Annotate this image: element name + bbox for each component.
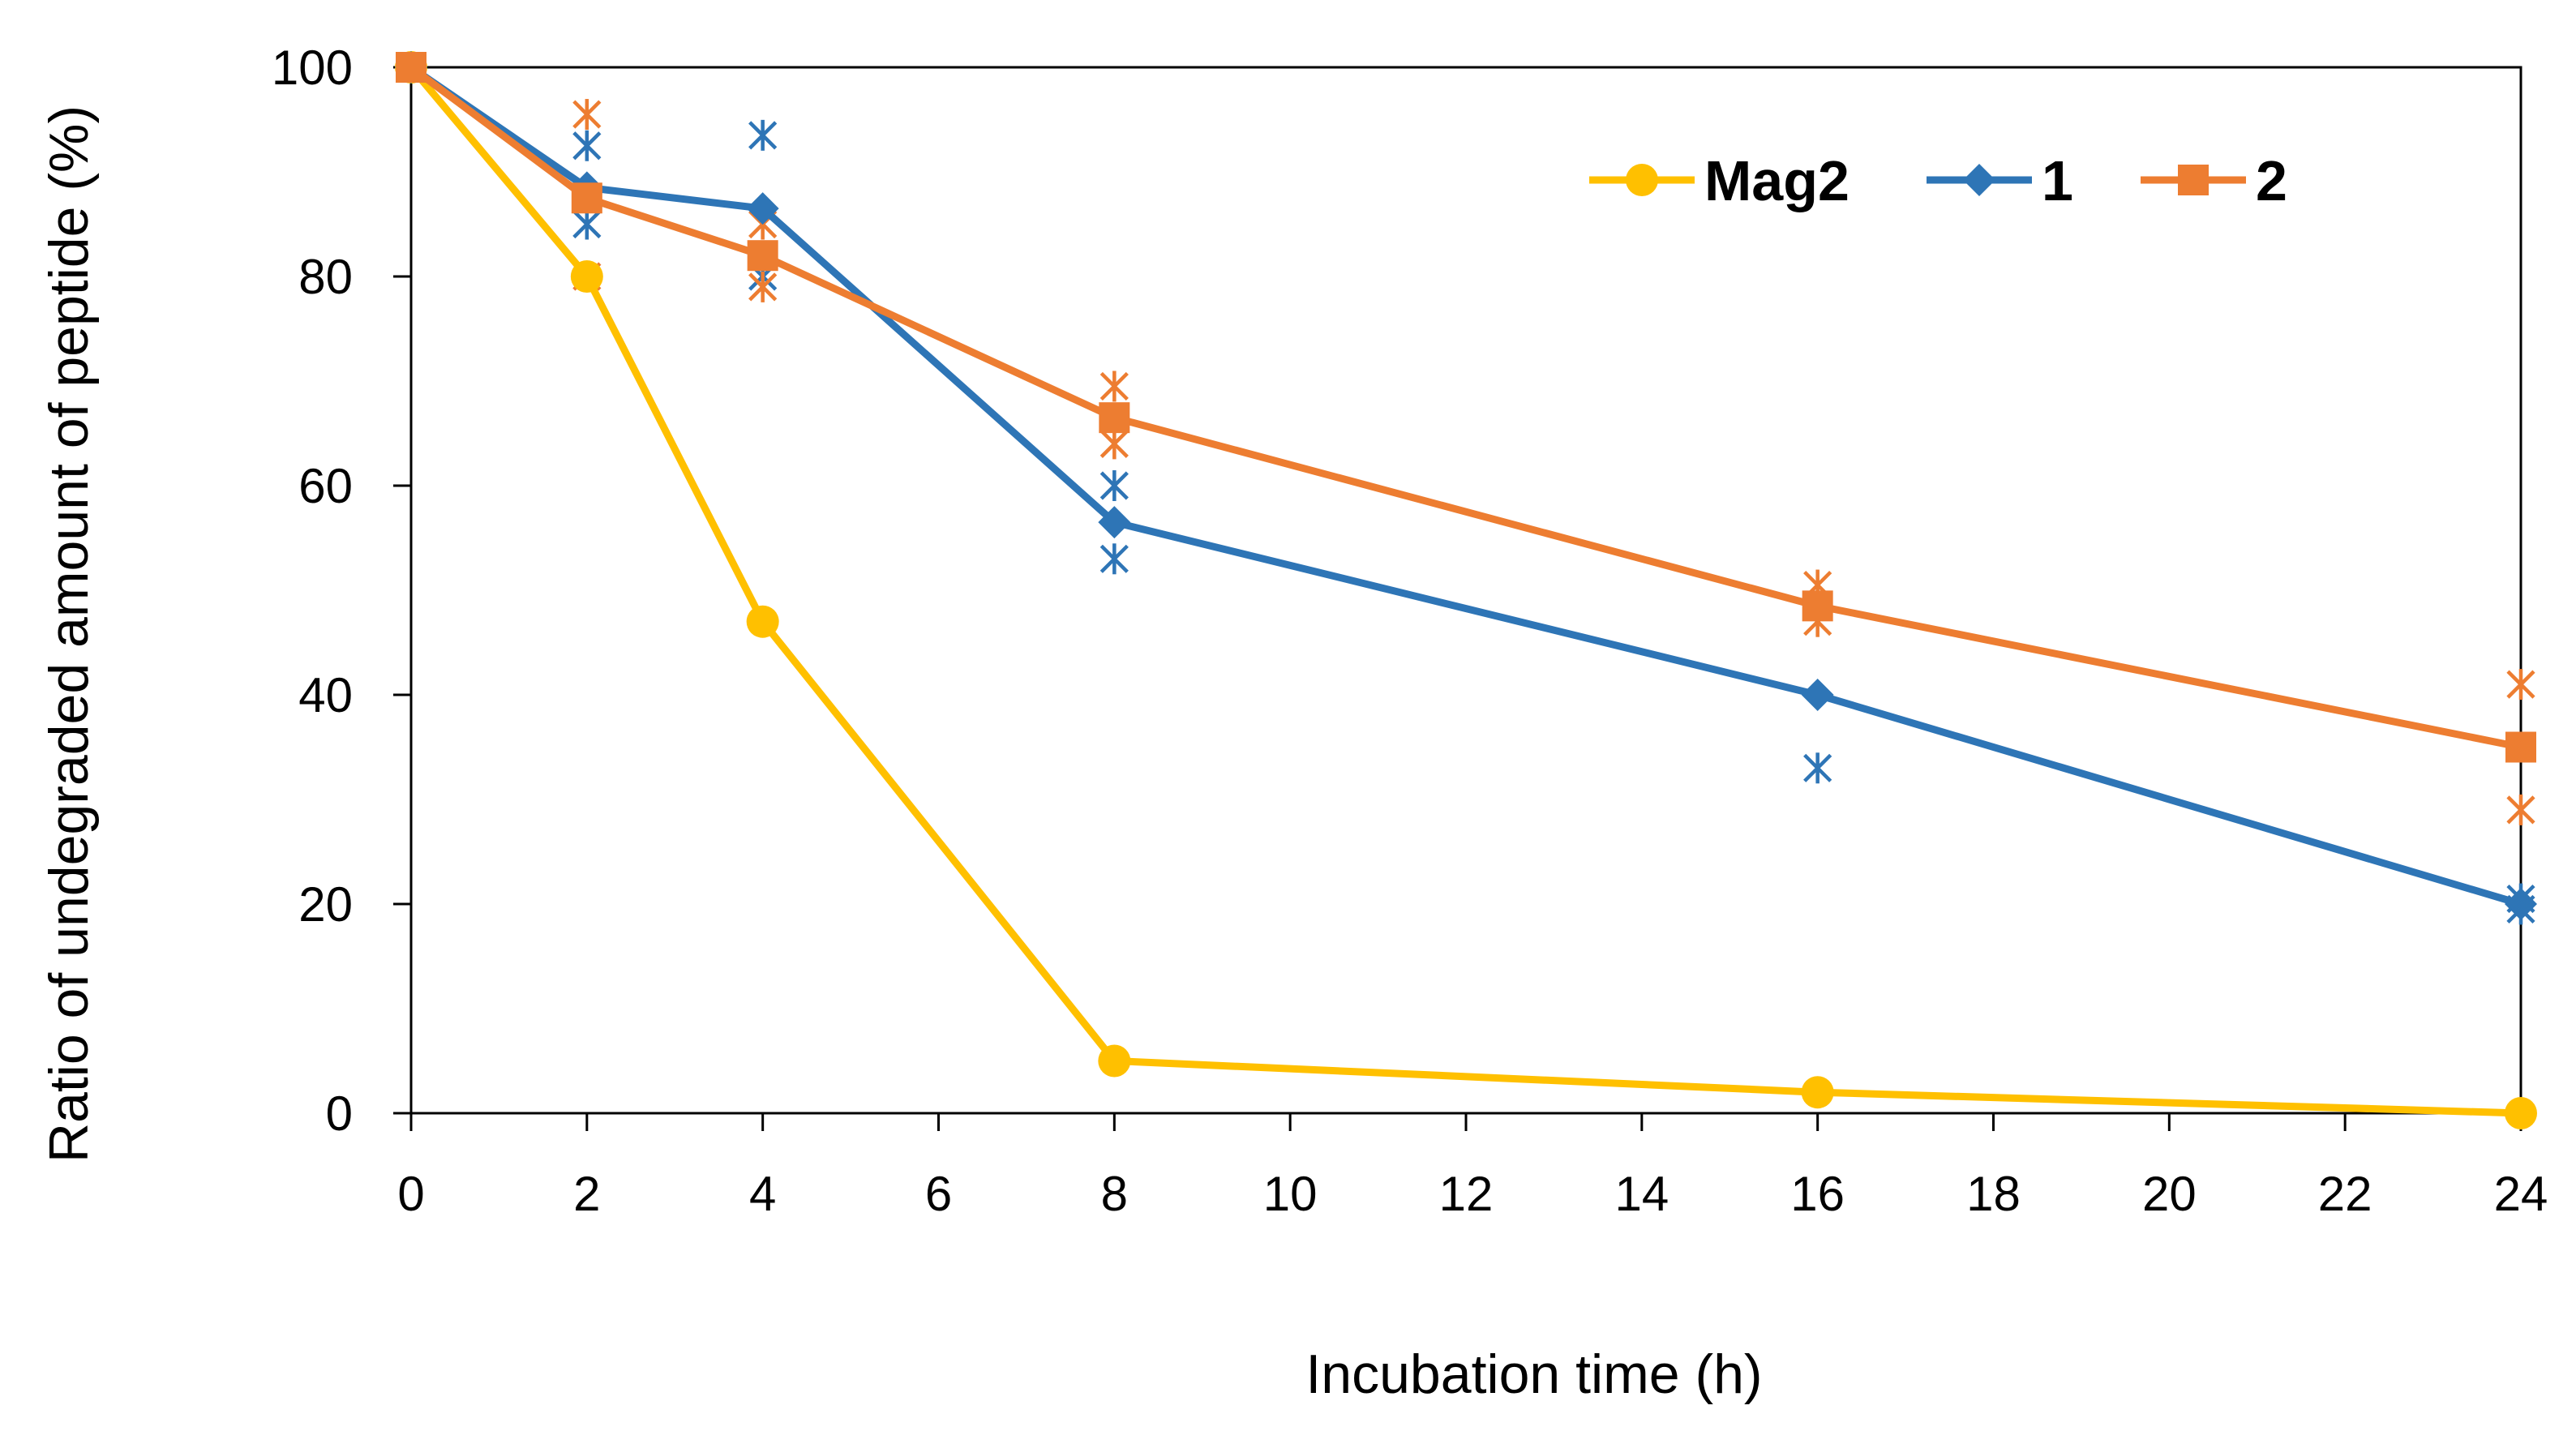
replicate-point-series-1 [1099, 543, 1129, 575]
legend-item-mag2: Mag2 [1589, 149, 1849, 212]
y-tick-label: 20 [298, 877, 353, 932]
data-point-2 [1099, 402, 1130, 434]
x-tick-label: 20 [2142, 1167, 2197, 1221]
replicate-point-series-1 [748, 119, 778, 151]
replicate-point-series-2 [2506, 794, 2535, 825]
data-point-2 [396, 52, 426, 83]
y-tick-label: 60 [298, 459, 353, 513]
series-mag2 [395, 51, 2537, 1129]
replicate-point-series-1 [572, 130, 602, 161]
data-point-1 [1801, 679, 1834, 711]
data-point-1 [1098, 506, 1131, 539]
x-tick-label: 0 [397, 1167, 424, 1221]
legend-label: 1 [2042, 149, 2073, 212]
x-tick-label: 2 [573, 1167, 600, 1221]
x-axis-title: Incubation time (h) [1305, 1343, 1762, 1405]
x-tick-label: 14 [1614, 1167, 1669, 1221]
legend-item-1: 1 [1927, 149, 2073, 212]
data-point-1 [746, 192, 779, 225]
replicate-point-series-1 [1099, 470, 1129, 501]
series-line-mag2 [407, 63, 2525, 1117]
series-layer [395, 51, 2537, 1129]
y-tick-label: 0 [326, 1086, 353, 1141]
x-tick-label: 6 [925, 1167, 952, 1221]
legend-label: 2 [2256, 149, 2287, 212]
legend-swatch-marker [1626, 164, 1658, 196]
legend: Mag2 1 2 [1589, 149, 2287, 212]
legend-item-2: 2 [2141, 149, 2287, 212]
replicate-point-series-2 [1099, 428, 1129, 460]
data-point-mag2 [570, 260, 603, 293]
series-line-2 [407, 63, 2525, 751]
data-point-mag2 [746, 605, 779, 638]
y-tick-label: 40 [298, 668, 353, 722]
x-tick-label: 10 [1263, 1167, 1318, 1221]
data-point-mag2 [1801, 1076, 1834, 1109]
replicate-point-series-2 [572, 99, 602, 131]
series-line-1 [407, 63, 2525, 908]
data-point-2 [2505, 731, 2536, 763]
data-point-mag2 [2505, 1097, 2537, 1129]
legend-swatch-marker [2178, 165, 2209, 195]
data-point-2 [1802, 590, 1833, 622]
y-tick-label: 100 [272, 41, 353, 95]
replicate-point-series-2 [2506, 669, 2535, 701]
replicate-point-series-1 [1803, 752, 1832, 784]
x-tick-label: 12 [1439, 1167, 1494, 1221]
x-tick-label: 22 [2318, 1167, 2372, 1221]
y-tick-label: 80 [298, 250, 353, 304]
x-tick-label: 18 [1966, 1167, 2021, 1221]
x-tick-label: 4 [749, 1167, 776, 1221]
x-tick-label: 24 [2494, 1167, 2548, 1221]
series-2 [396, 52, 2536, 763]
data-point-2 [571, 182, 602, 214]
replicate-point-series-1 [572, 208, 602, 240]
replicate-point-series-2 [1099, 371, 1129, 402]
data-point-1 [2505, 888, 2537, 920]
replicate-point-series-2 [748, 271, 778, 302]
legend-label: Mag2 [1704, 149, 1849, 212]
legend-swatch-marker [1963, 164, 1995, 196]
data-point-mag2 [1098, 1044, 1131, 1078]
y-axis-title: Ratio of undegraded amount of peptide (%… [38, 105, 100, 1163]
x-tick-label: 16 [1790, 1167, 1845, 1221]
x-tick-label: 8 [1101, 1167, 1128, 1221]
data-point-2 [747, 240, 778, 272]
